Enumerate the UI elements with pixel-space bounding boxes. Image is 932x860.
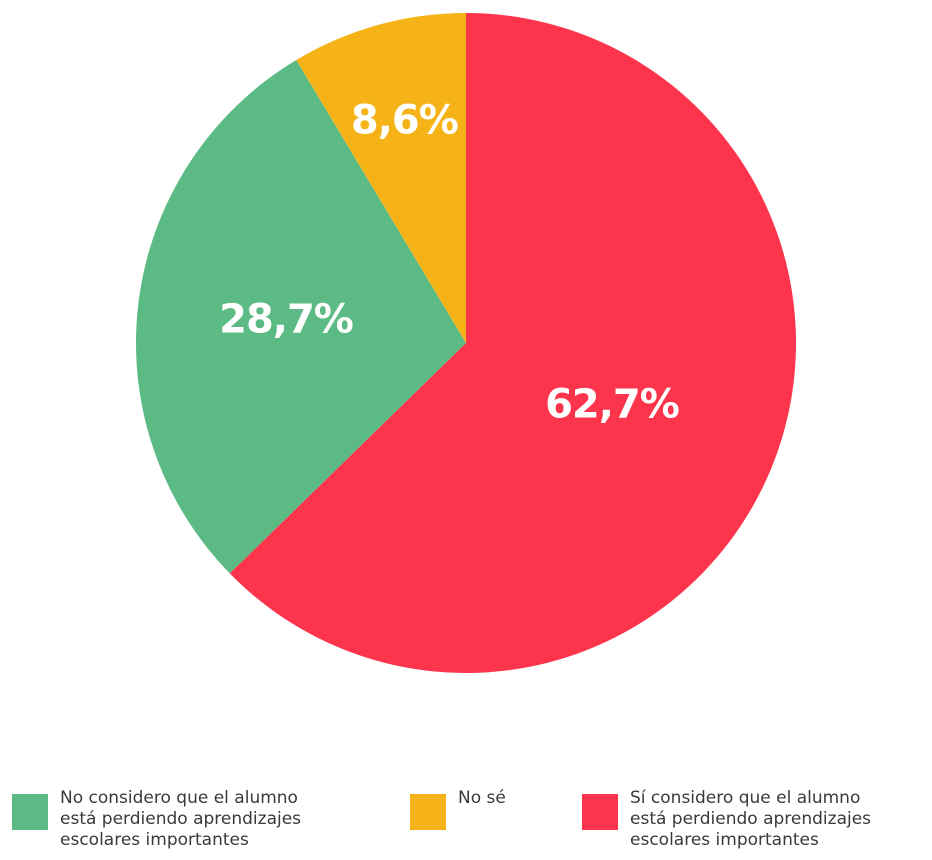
legend-swatch-red (582, 794, 618, 830)
slice-si-considero (229, 13, 796, 673)
legend-swatch-green (12, 794, 48, 830)
slice-label-si-considero: 62,7% (545, 382, 679, 428)
legend-item-si-considero: Sí considero que el alumno está perdiend… (582, 788, 932, 851)
legend-swatch-yellow (410, 794, 446, 830)
pie-chart: 62,7% 28,7% 8,6% (135, 13, 796, 673)
slice-label-no-considero: 28,7% (219, 297, 353, 343)
legend-label: No sé (458, 788, 506, 808)
slice-no-considero (135, 60, 467, 574)
legend-label: No considero que el alumno está perdiend… (60, 788, 302, 850)
pie-slice-labels: 62,7% 28,7% 8,6% (219, 97, 680, 428)
pie-slices (135, 13, 796, 673)
pie-chart-svg: 62,7% 28,7% 8,6% (135, 13, 796, 673)
slice-no-se (296, 13, 466, 343)
legend-item-no-considero: No considero que el alumno está perdiend… (12, 788, 372, 851)
legend-label: Sí considero que el alumno está perdiend… (630, 788, 872, 850)
slice-label-no-se: 8,6% (351, 97, 458, 143)
chart-legend: No considero que el alumno está perdiend… (0, 788, 932, 860)
legend-item-no-se: No sé (410, 788, 560, 830)
